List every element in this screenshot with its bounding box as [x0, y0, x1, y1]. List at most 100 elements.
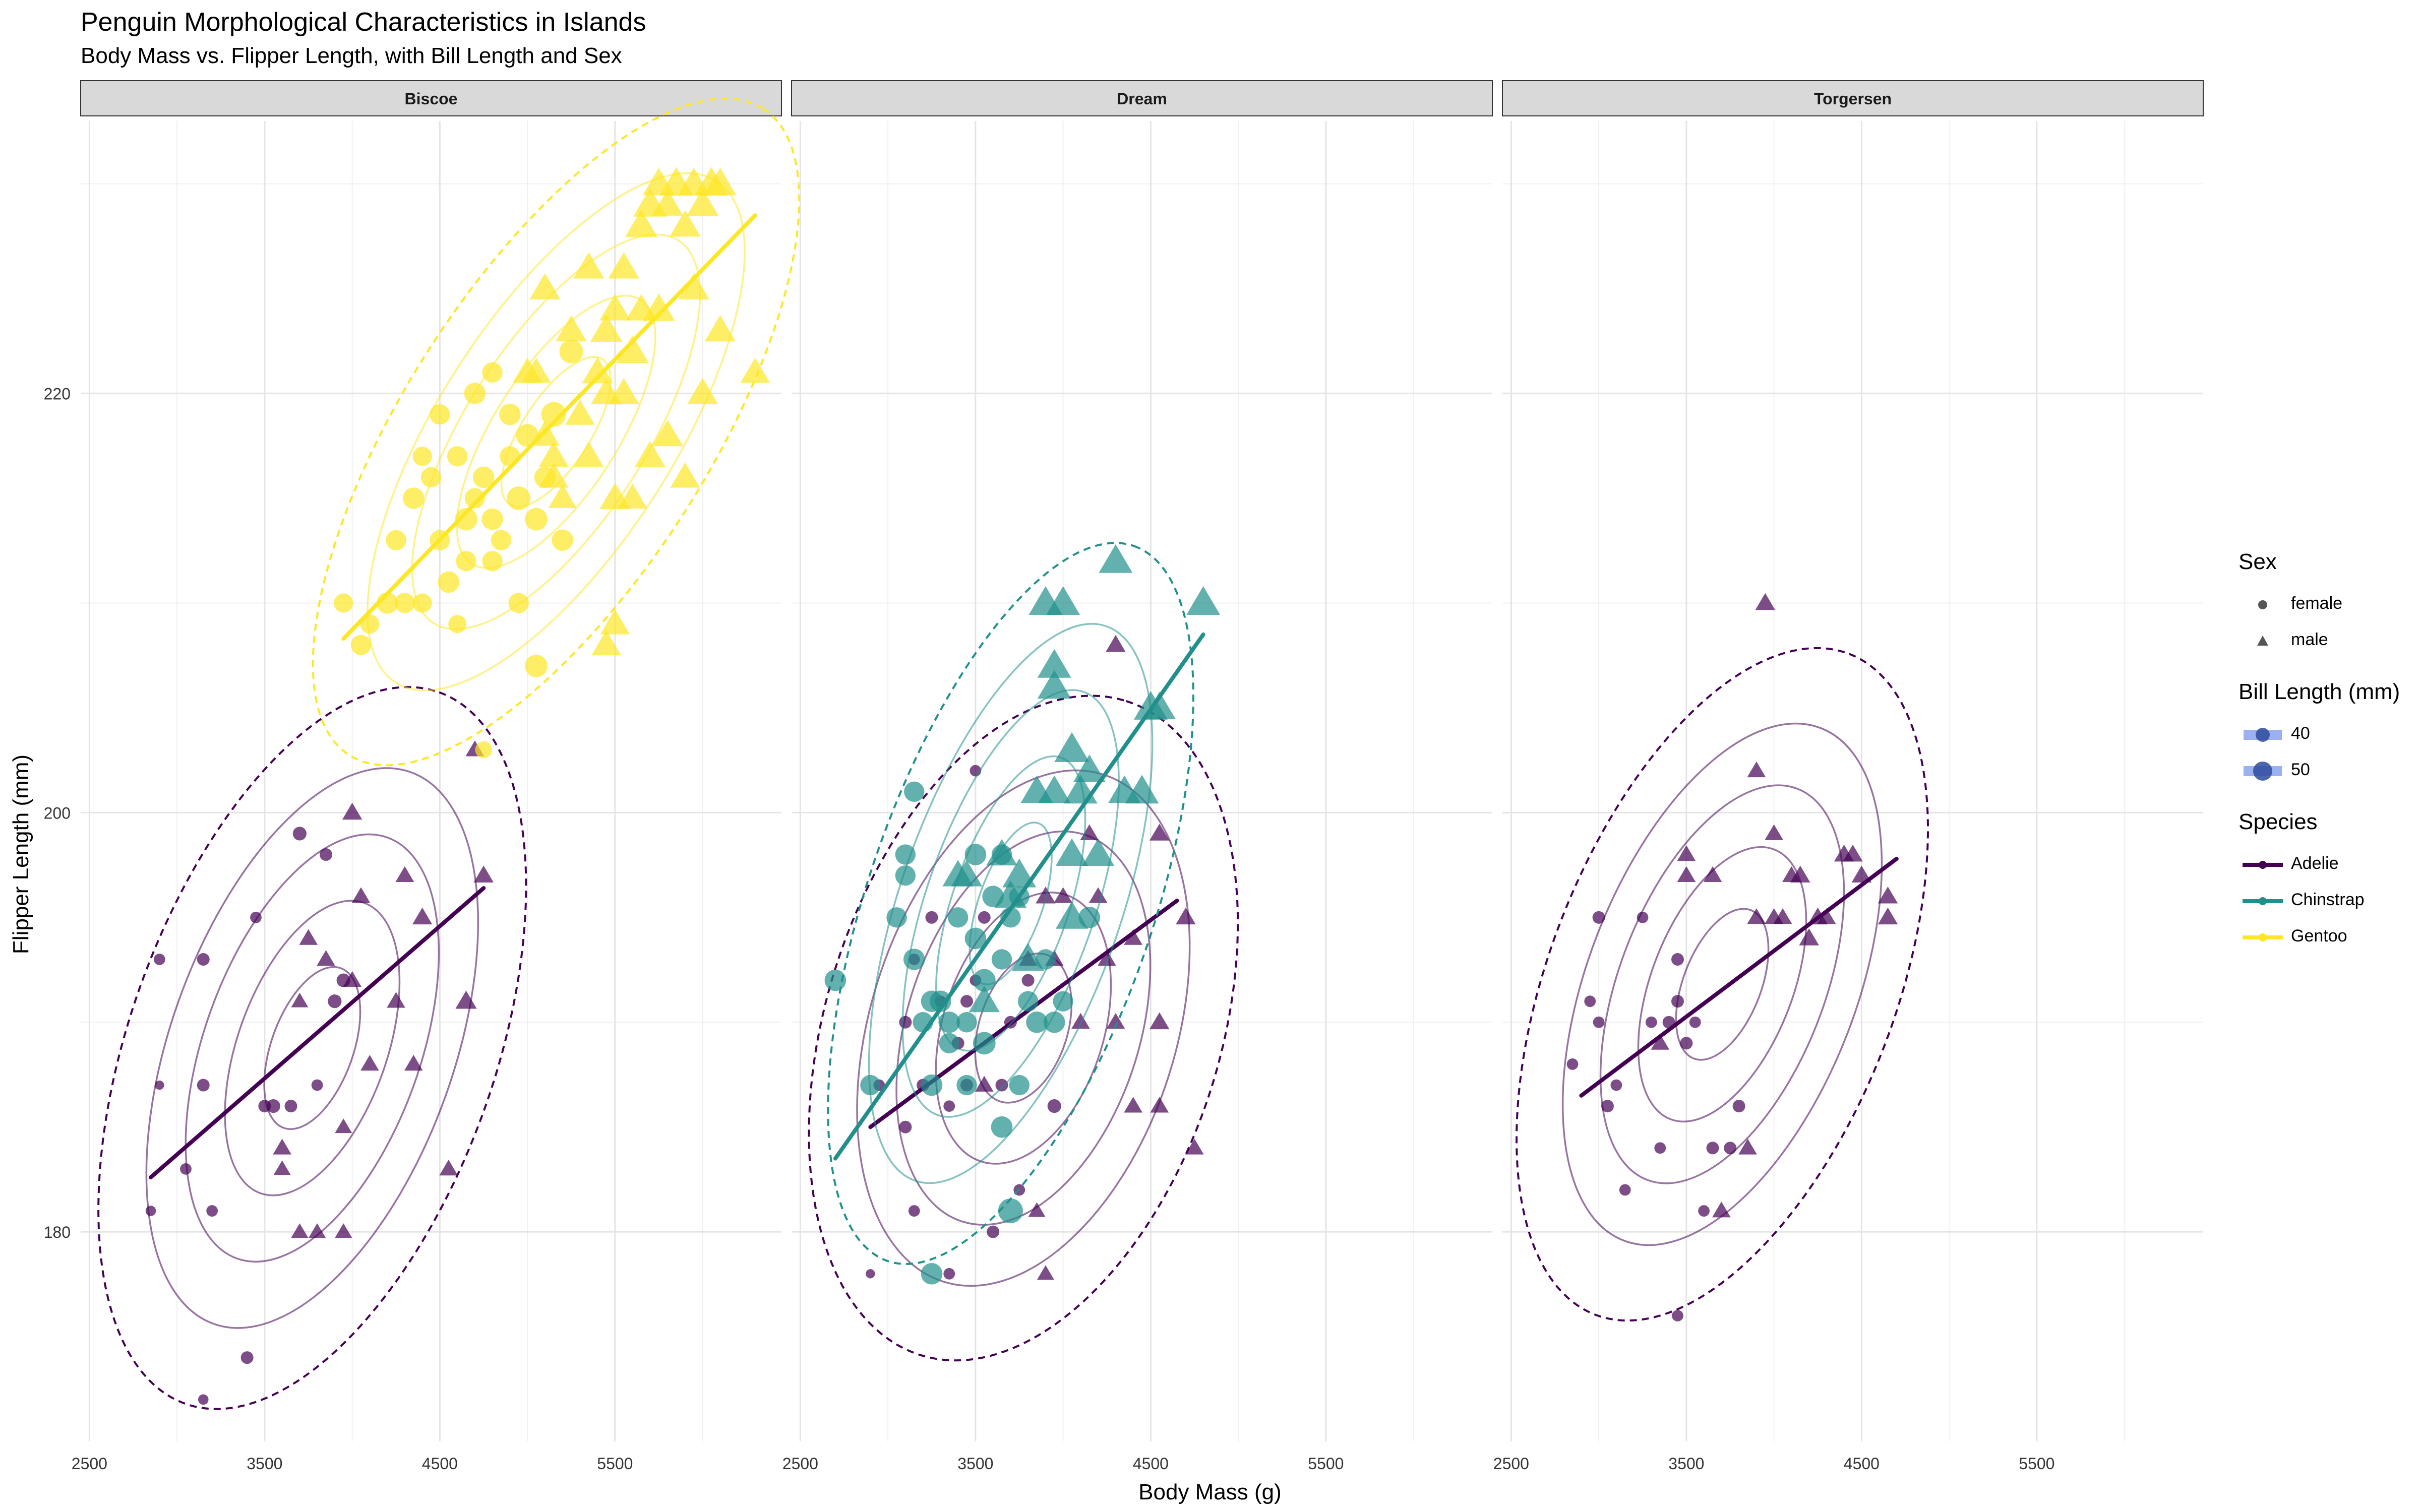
data-point	[197, 953, 210, 966]
facet-strip	[791, 80, 1493, 116]
facet-label: Biscoe	[405, 90, 458, 108]
data-point	[678, 273, 709, 300]
data-point	[1878, 907, 1898, 925]
legend-species-title: Species	[2238, 809, 2318, 834]
data-point	[998, 1198, 1023, 1224]
data-point	[1021, 974, 1035, 987]
data-point	[895, 865, 916, 886]
data-point	[1765, 824, 1783, 840]
data-point	[591, 630, 621, 656]
density-contour	[901, 689, 1120, 1118]
data-point	[1601, 1100, 1614, 1113]
data-point	[1080, 824, 1099, 840]
data-point	[1747, 761, 1766, 778]
data-point	[1677, 845, 1696, 861]
x-tick-label: 4500	[422, 1455, 458, 1473]
data-point	[1689, 1016, 1701, 1028]
density-contour	[1599, 784, 1845, 1184]
data-point	[947, 907, 969, 928]
data-point	[1053, 991, 1073, 1012]
data-point	[973, 969, 996, 992]
data-point	[1055, 901, 1088, 929]
data-point	[430, 404, 450, 425]
data-point	[240, 1351, 254, 1364]
data-point	[574, 442, 604, 467]
data-point	[387, 992, 405, 1008]
x-tick-label: 2500	[1493, 1455, 1529, 1473]
data-point	[704, 315, 736, 342]
data-point	[1610, 1079, 1622, 1091]
legend-species: Species Adelie Chinstrap Gentoo	[2238, 809, 2415, 956]
data-point	[197, 1079, 210, 1092]
facet-strip	[1502, 80, 2204, 116]
data-point	[273, 1139, 291, 1155]
legend-bill: Bill Length (mm) 40 50	[2238, 679, 2415, 789]
data-point	[328, 994, 342, 1009]
density-contour	[1675, 908, 1770, 1061]
data-point	[1706, 1142, 1719, 1155]
data-point	[1851, 865, 1872, 883]
data-point	[273, 1160, 291, 1175]
data-point	[395, 866, 414, 883]
trend-line	[833, 632, 1205, 1161]
triangle-icon	[2257, 636, 2268, 646]
data-point	[552, 529, 573, 551]
data-point	[1712, 1202, 1731, 1218]
data-point	[1790, 865, 1810, 883]
data-point	[1143, 691, 1176, 719]
data-point	[1009, 1075, 1030, 1096]
data-point	[1088, 887, 1108, 903]
data-point	[986, 839, 1017, 866]
legend-label: male	[2291, 630, 2328, 649]
data-point	[625, 209, 658, 237]
data-point	[1738, 1139, 1757, 1155]
data-point	[1672, 1310, 1683, 1321]
data-point	[590, 377, 622, 405]
data-point	[412, 907, 433, 925]
data-point	[1124, 929, 1142, 945]
data-point	[292, 827, 307, 841]
line-icon	[2243, 861, 2283, 869]
data-point	[1002, 858, 1037, 888]
data-point	[386, 530, 406, 550]
data-point	[394, 593, 415, 613]
data-point	[565, 399, 595, 425]
data-point	[350, 635, 372, 655]
data-point	[995, 1079, 1008, 1092]
data-point	[608, 252, 639, 279]
data-point	[616, 335, 649, 363]
data-point	[464, 383, 486, 404]
circle-icon	[2258, 600, 2267, 609]
data-point	[740, 357, 770, 383]
legend-label: female	[2291, 594, 2343, 613]
density-contour	[263, 966, 361, 1130]
data-point	[447, 446, 468, 467]
legend-item: Gentoo	[2238, 919, 2415, 956]
panel-biscoe: Biscoe 2500 3500 4500 5500	[72, 80, 801, 1473]
data-point	[925, 911, 938, 924]
data-point	[1593, 1016, 1605, 1028]
data-point	[1185, 1139, 1204, 1155]
data-point	[438, 571, 460, 593]
data-point	[556, 315, 587, 342]
data-point	[145, 1206, 156, 1216]
data-point	[943, 1100, 955, 1112]
data-point	[1186, 586, 1221, 615]
data-point	[1637, 911, 1649, 923]
confidence-ellipse	[808, 695, 1239, 1362]
data-point	[652, 189, 683, 216]
data-point	[548, 484, 577, 509]
data-point	[956, 1012, 977, 1033]
data-point	[1584, 995, 1596, 1007]
data-point	[538, 442, 569, 467]
data-point	[1106, 1013, 1125, 1029]
data-point	[991, 949, 1012, 970]
panel-torgersen: Torgersen 2500 3500 4500 5500	[1493, 80, 2204, 1473]
data-point	[335, 1118, 352, 1133]
data-point	[1566, 1058, 1579, 1070]
data-point	[1026, 1011, 1048, 1033]
confidence-ellipse	[97, 686, 527, 1410]
data-point	[1028, 1202, 1046, 1217]
data-point	[1047, 1099, 1061, 1113]
